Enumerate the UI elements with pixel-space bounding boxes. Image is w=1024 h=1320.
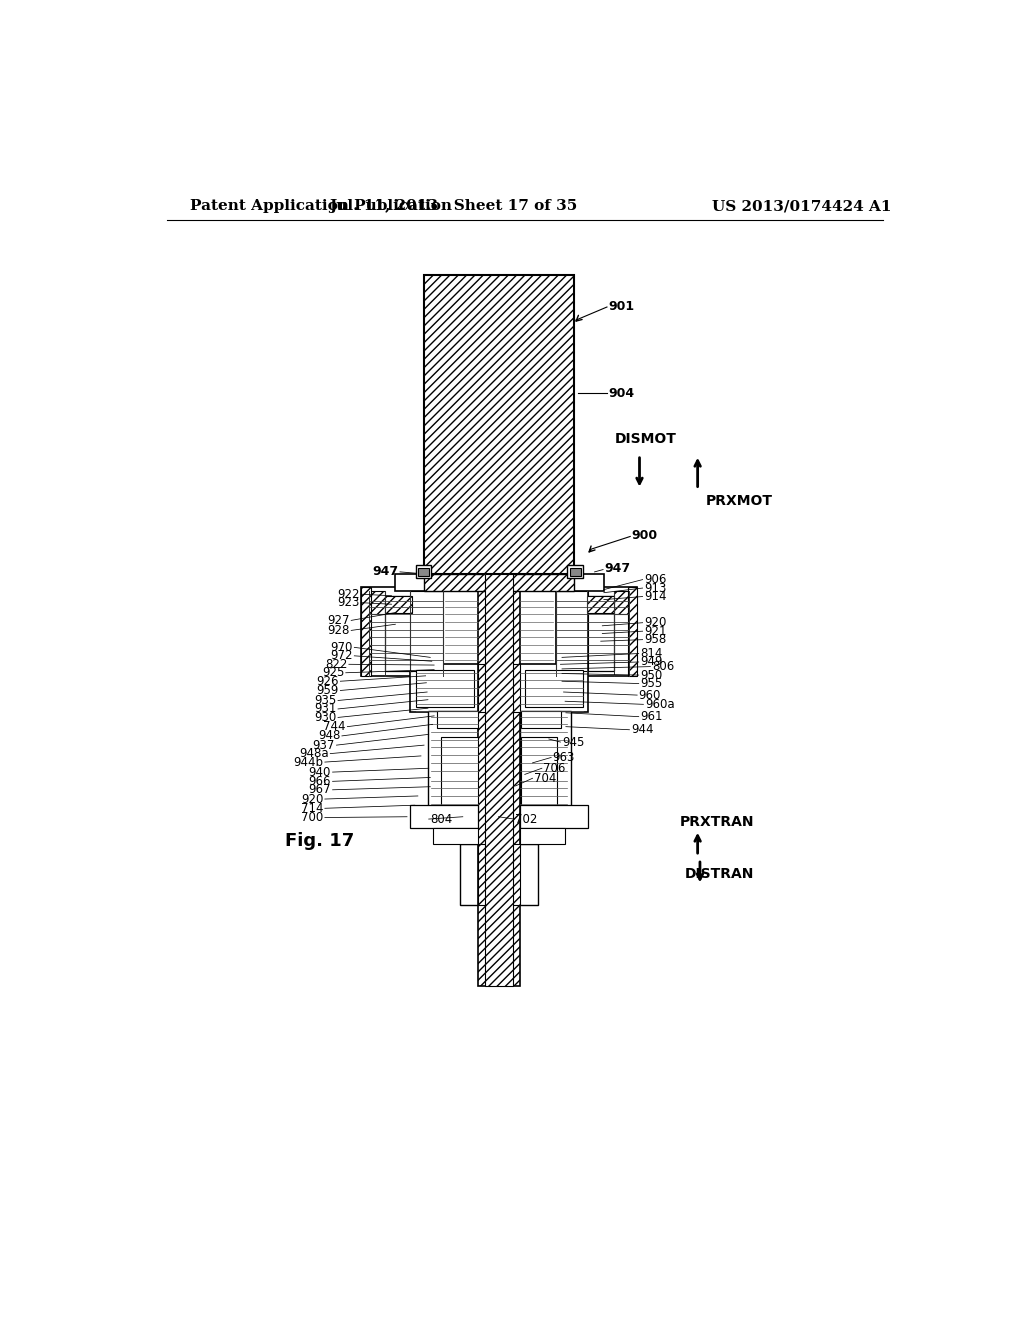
Text: 906: 906 bbox=[644, 573, 667, 586]
Text: 923: 923 bbox=[337, 597, 359, 610]
Text: 714: 714 bbox=[301, 801, 324, 814]
Polygon shape bbox=[361, 587, 442, 676]
Polygon shape bbox=[478, 574, 520, 986]
Text: 960a: 960a bbox=[645, 698, 675, 711]
Polygon shape bbox=[587, 595, 614, 671]
Text: DISTRAN: DISTRAN bbox=[684, 867, 754, 882]
Polygon shape bbox=[410, 805, 478, 829]
Text: 927: 927 bbox=[327, 614, 349, 627]
Text: 963: 963 bbox=[553, 751, 575, 764]
Text: 928: 928 bbox=[328, 624, 349, 638]
Text: Jul. 11, 2013   Sheet 17 of 35: Jul. 11, 2013 Sheet 17 of 35 bbox=[330, 199, 578, 213]
Text: 955: 955 bbox=[640, 677, 663, 690]
Text: DISMOT: DISMOT bbox=[614, 433, 677, 446]
Text: 937: 937 bbox=[312, 739, 335, 751]
Text: 948a: 948a bbox=[299, 747, 329, 760]
Polygon shape bbox=[587, 595, 614, 612]
Text: 966: 966 bbox=[308, 775, 331, 788]
Text: 744: 744 bbox=[324, 721, 346, 733]
Text: 930: 930 bbox=[314, 711, 337, 723]
Polygon shape bbox=[521, 738, 557, 812]
Polygon shape bbox=[428, 711, 478, 812]
Polygon shape bbox=[524, 669, 583, 706]
Text: 901: 901 bbox=[608, 300, 635, 313]
Polygon shape bbox=[485, 574, 513, 986]
Text: 920: 920 bbox=[644, 616, 667, 630]
Text: 945: 945 bbox=[562, 735, 585, 748]
Text: 944b: 944b bbox=[293, 755, 324, 768]
Text: Fig. 17: Fig. 17 bbox=[285, 832, 354, 850]
Text: 704: 704 bbox=[535, 772, 556, 785]
Text: 822: 822 bbox=[325, 657, 347, 671]
Text: 940: 940 bbox=[308, 766, 331, 779]
Polygon shape bbox=[556, 591, 589, 671]
Polygon shape bbox=[556, 587, 637, 676]
Text: PRXMOT: PRXMOT bbox=[706, 494, 772, 508]
Text: 949: 949 bbox=[640, 656, 663, 668]
Polygon shape bbox=[424, 276, 573, 574]
Text: 972: 972 bbox=[331, 649, 352, 663]
Text: 967: 967 bbox=[308, 783, 331, 796]
Text: 914: 914 bbox=[644, 590, 667, 603]
Polygon shape bbox=[478, 843, 520, 906]
Text: 960: 960 bbox=[639, 689, 662, 702]
Polygon shape bbox=[433, 829, 478, 843]
Text: 959: 959 bbox=[316, 684, 339, 697]
Text: 958: 958 bbox=[644, 634, 667, 647]
Polygon shape bbox=[478, 664, 520, 711]
Polygon shape bbox=[521, 711, 561, 729]
Polygon shape bbox=[424, 574, 573, 591]
Text: PRXTRAN: PRXTRAN bbox=[680, 816, 755, 829]
Polygon shape bbox=[410, 591, 442, 671]
Polygon shape bbox=[520, 711, 570, 812]
Polygon shape bbox=[416, 669, 474, 706]
Text: 814: 814 bbox=[640, 647, 663, 660]
Polygon shape bbox=[410, 664, 589, 711]
Polygon shape bbox=[369, 591, 385, 614]
Polygon shape bbox=[437, 711, 477, 729]
Text: 970: 970 bbox=[331, 640, 352, 653]
Text: 904: 904 bbox=[608, 387, 635, 400]
Polygon shape bbox=[394, 574, 604, 591]
Text: 925: 925 bbox=[322, 667, 344, 680]
Text: 926: 926 bbox=[316, 675, 339, 688]
Polygon shape bbox=[385, 595, 412, 671]
Text: 947: 947 bbox=[604, 562, 631, 576]
Polygon shape bbox=[628, 587, 637, 676]
Text: 900: 900 bbox=[632, 529, 657, 543]
Text: 950: 950 bbox=[640, 668, 663, 681]
Polygon shape bbox=[441, 738, 477, 812]
Polygon shape bbox=[567, 565, 583, 578]
Text: 920: 920 bbox=[301, 792, 324, 805]
Polygon shape bbox=[416, 565, 431, 578]
Text: 804: 804 bbox=[430, 813, 453, 825]
Polygon shape bbox=[461, 843, 538, 906]
Polygon shape bbox=[520, 829, 565, 843]
Text: Patent Application Publication: Patent Application Publication bbox=[190, 199, 452, 213]
Polygon shape bbox=[361, 587, 371, 676]
Text: 921: 921 bbox=[644, 624, 667, 638]
Text: 948: 948 bbox=[318, 730, 340, 742]
Text: 702: 702 bbox=[515, 813, 538, 825]
Polygon shape bbox=[614, 591, 630, 614]
Text: 935: 935 bbox=[314, 694, 337, 708]
Text: 944: 944 bbox=[631, 723, 653, 737]
Text: 806: 806 bbox=[652, 660, 674, 673]
Polygon shape bbox=[418, 568, 429, 576]
Polygon shape bbox=[385, 595, 412, 612]
Text: 961: 961 bbox=[640, 710, 663, 723]
Polygon shape bbox=[520, 805, 589, 829]
Text: 700: 700 bbox=[301, 810, 324, 824]
Polygon shape bbox=[485, 574, 513, 986]
Text: 922: 922 bbox=[337, 587, 359, 601]
Text: 947: 947 bbox=[373, 565, 398, 578]
Polygon shape bbox=[569, 568, 581, 576]
Text: 931: 931 bbox=[314, 702, 337, 715]
Text: 706: 706 bbox=[544, 762, 566, 775]
Text: US 2013/0174424 A1: US 2013/0174424 A1 bbox=[713, 199, 892, 213]
Text: 913: 913 bbox=[644, 582, 667, 594]
